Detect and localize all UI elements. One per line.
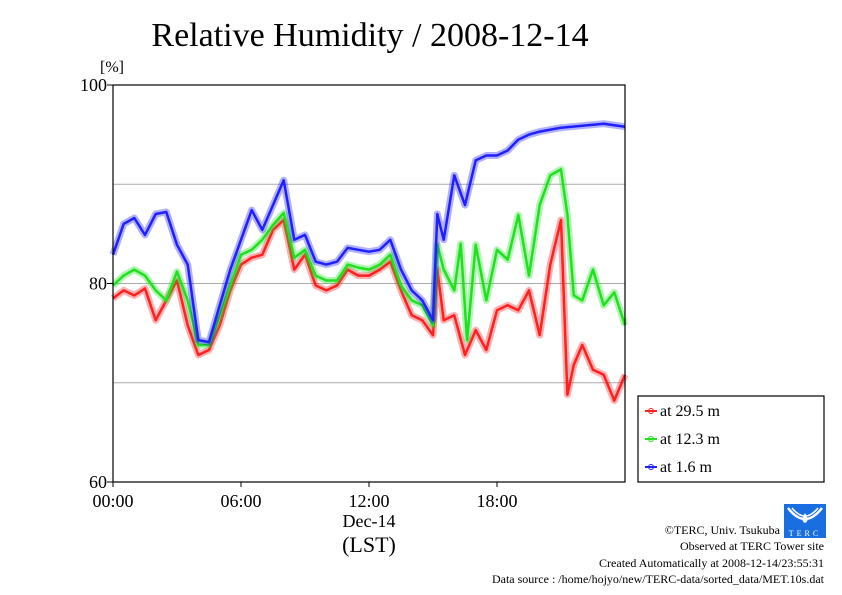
legend-label: at 12.3 m — [660, 431, 721, 448]
legend: at 29.5 m at 12.3 m at 1.6 m — [637, 395, 825, 483]
x-axis-label: (LST) — [342, 532, 396, 557]
x-tick-label: 18:00 — [476, 491, 517, 511]
x-tick-label: 12:00 — [348, 491, 389, 511]
y-axis-label: [%] — [100, 59, 124, 76]
legend-marker — [648, 436, 654, 442]
copyright-text: ©TERC, Univ. Tsukuba — [664, 523, 780, 537]
legend-marker — [648, 464, 654, 470]
series-line-at-12-3-m — [112, 168, 627, 347]
source-text: Data source : /home/hojyo/new/TERC-data/… — [491, 572, 824, 586]
y-tick-label: 80 — [89, 274, 107, 294]
date-label: Dec-14 — [343, 511, 396, 531]
legend-label: at 29.5 m — [660, 403, 721, 420]
chart-title: Relative Humidity / 2008-12-14 — [151, 17, 588, 54]
x-tick-label: 06:00 — [220, 491, 261, 511]
y-tick-label: 100 — [80, 75, 107, 95]
series-line-at-1-6-m — [111, 122, 626, 344]
legend-marker — [648, 408, 654, 414]
terc-logo: TERC — [784, 504, 826, 538]
series-line-at-29-5-m — [112, 218, 627, 402]
series-band-at-12-3-m — [110, 165, 629, 349]
created-text: Created Automatically at 2008-12-14/23:5… — [599, 556, 824, 570]
svg-text:TERC: TERC — [789, 529, 821, 538]
y-tick-label: 60 — [89, 472, 107, 492]
site-text: Observed at TERC Tower site — [679, 539, 824, 553]
legend-label: at 1.6 m — [660, 459, 713, 476]
x-tick-label: 00:00 — [92, 491, 133, 511]
